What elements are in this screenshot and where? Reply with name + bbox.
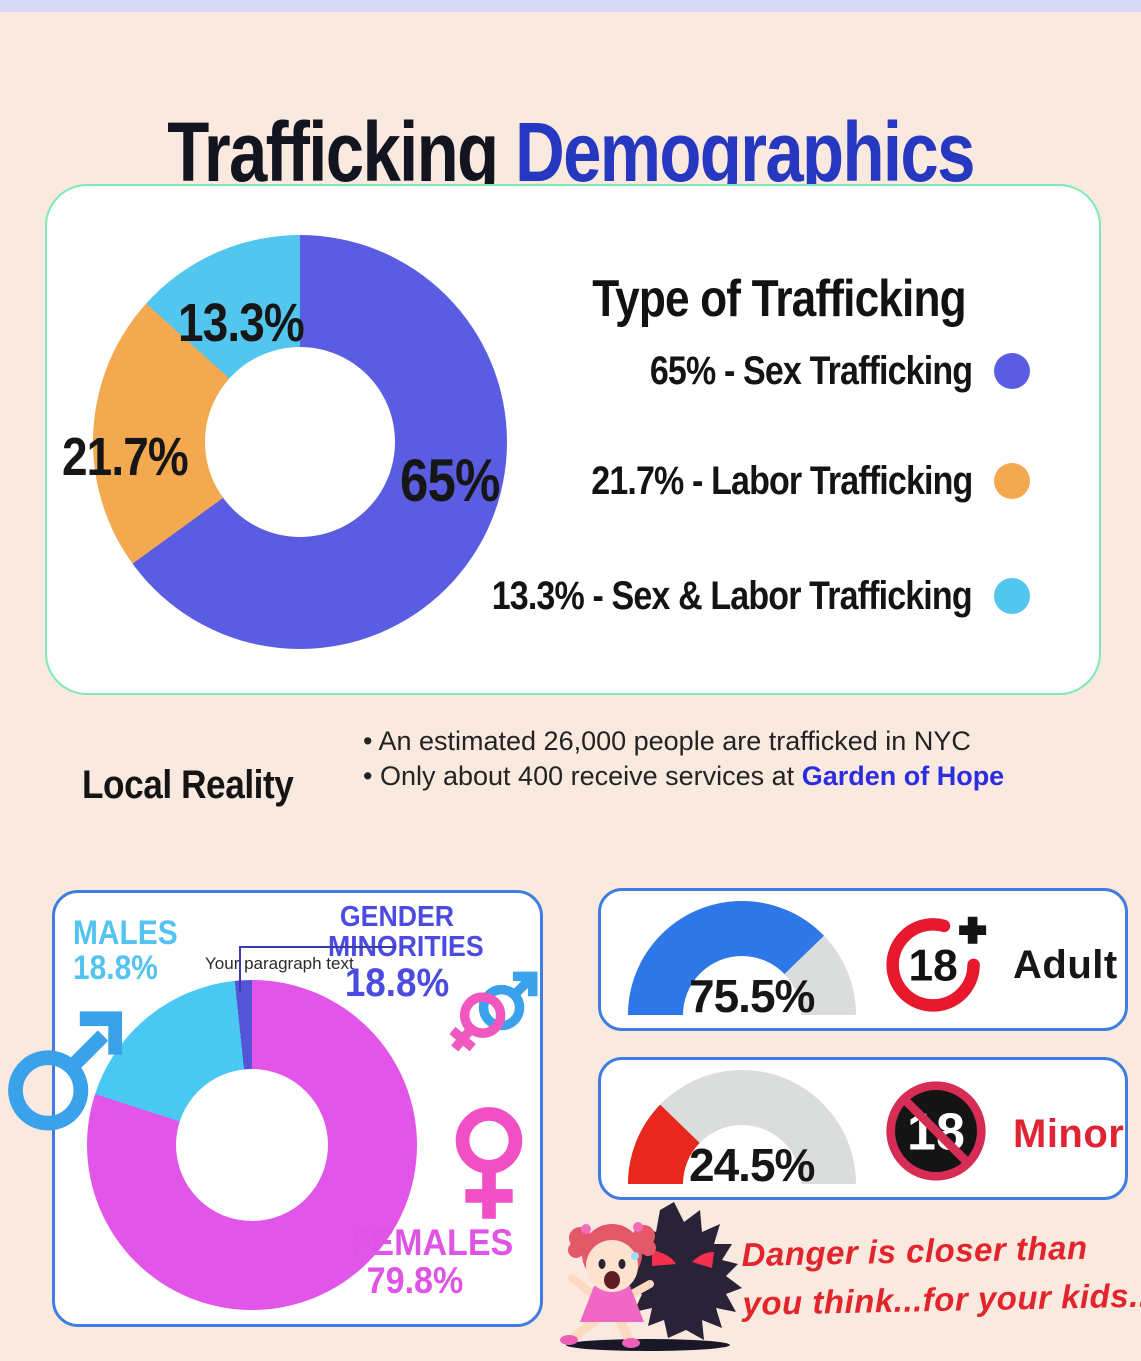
legend-dot-sex-and-labor-trafficking — [994, 578, 1030, 614]
gender-donut-chart — [87, 980, 417, 1310]
males-label-text: MALES — [73, 914, 178, 952]
males-value: 18.8% — [73, 949, 158, 987]
legend-item-sex-trafficking: 65% - Sex Trafficking — [500, 348, 1030, 393]
female-symbol-icon — [455, 1107, 523, 1219]
page-title-part1: Trafficking — [167, 105, 499, 200]
minorities-label-line1: GENDER — [339, 901, 455, 933]
callout-line-horizontal — [239, 946, 396, 948]
male-female-interlocked-icon — [449, 971, 538, 1052]
females-value: 79.8% — [366, 1260, 464, 1301]
type-chart-heading: Type of Trafficking — [592, 270, 966, 329]
legend-label: 13.3% - Sex & Labor Trafficking — [491, 573, 973, 618]
legend-item-labor-trafficking: 21.7% - Labor Trafficking — [500, 458, 1030, 503]
bullet-1-text: An estimated 26,000 people are trafficke… — [378, 726, 971, 756]
local-reality-bullet-1: • An estimated 26,000 people are traffic… — [363, 726, 971, 756]
scared-girl — [560, 1222, 656, 1348]
adult-gauge-chart — [628, 901, 856, 1016]
type-of-trafficking-donut-chart — [93, 235, 507, 649]
minor-label: Minor — [1013, 1112, 1125, 1156]
legend-dot-labor-trafficking — [994, 463, 1030, 499]
under-eighteen-prohibited-icon: 18 — [886, 1081, 986, 1181]
danger-warning-text: Danger is closer than you think...for yo… — [741, 1222, 1141, 1328]
svg-text:18: 18 — [908, 941, 957, 990]
adult-gauge-value: 75.5% — [689, 970, 815, 1022]
bullet-2-text: Only about 400 receive services at — [379, 761, 802, 791]
slice-label-sex: 65% — [400, 447, 500, 514]
danger-illustration — [560, 1202, 742, 1351]
legend-dot-sex-trafficking — [994, 353, 1030, 389]
garden-of-hope-link: Garden of Hope — [801, 761, 1005, 791]
slice-label-labor: 21.7% — [62, 427, 189, 487]
minorities-value: 18.8% — [344, 961, 450, 1005]
local-reality-bullets: • An estimated 26,000 people are traffic… — [363, 724, 1004, 794]
females-label-text: FEMALES — [350, 1222, 514, 1263]
male-symbol-icon — [8, 1011, 122, 1131]
adult-label: Adult — [1013, 943, 1118, 987]
slice-label-sex-and-labor: 13.3% — [178, 293, 305, 353]
males-label: MALES 18.8% — [73, 916, 178, 986]
legend-item-sex-and-labor-trafficking: 13.3% - Sex & Labor Trafficking — [492, 574, 1030, 618]
danger-line-2: you think...for your kids.. — [742, 1276, 1141, 1323]
top-accent-strip — [0, 0, 1141, 12]
page-title: Trafficking Demographics — [103, 104, 1039, 201]
callout-line-vertical — [239, 946, 241, 992]
minor-gauge-value: 24.5% — [689, 1139, 815, 1191]
minor-gauge-card: 24.5% 18 Minor — [598, 1057, 1128, 1200]
legend-label: 21.7% - Labor Trafficking — [590, 458, 973, 503]
adult-gauge-card: 75.5% 18 Adult — [598, 888, 1128, 1031]
local-reality-heading: Local Reality — [82, 763, 294, 808]
placeholder-caption: Your paragraph text — [205, 954, 354, 973]
local-reality-bullet-2: • Only about 400 receive services at Gar… — [363, 761, 1005, 791]
legend-label: 65% - Sex Trafficking — [649, 348, 973, 393]
females-label: FEMALES 79.8% — [350, 1222, 514, 1301]
danger-line-1: Danger is closer than — [741, 1228, 1088, 1274]
minor-gauge-chart — [628, 1070, 856, 1185]
eighteen-plus-icon: 18 — [886, 916, 987, 1012]
page-title-part2: Demographics — [514, 105, 975, 200]
